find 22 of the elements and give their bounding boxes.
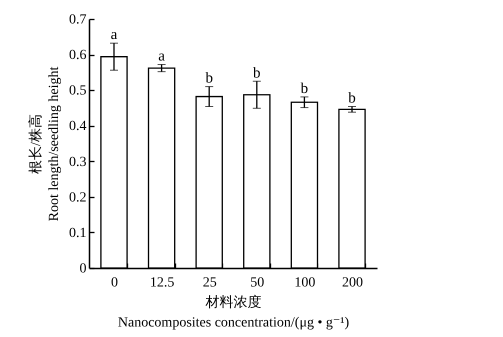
- x-axis-title: 材料浓度 Nanocomposites concentration/(μg • g⁻¹): [118, 294, 350, 330]
- x-tick-label: 25: [202, 276, 217, 290]
- y-tick-label: 0.7: [69, 12, 86, 28]
- y-tick-label: 0.2: [69, 190, 86, 206]
- y-tick-label: 0.6: [69, 48, 86, 64]
- annotation: a: [110, 27, 118, 44]
- x-tick-label: 12.5: [150, 276, 174, 290]
- y-tick-label: 0.1: [69, 226, 86, 241]
- y-tick-label: 0.3: [69, 154, 86, 170]
- x-tick-label: 50: [250, 276, 264, 290]
- annotation: b: [348, 90, 356, 107]
- x-tick-label: 100: [294, 276, 316, 290]
- annotation: a: [158, 48, 166, 65]
- annotation: b: [253, 65, 261, 82]
- x-tick-label: 200: [342, 276, 364, 290]
- annotation: b: [300, 80, 308, 97]
- y-tick-label: 0: [80, 262, 86, 276]
- y-tick-label: 0.4: [69, 119, 86, 134]
- annotation: b: [205, 70, 213, 87]
- y-axis-title: 根长/株高 Root length/seedling height: [28, 66, 62, 222]
- x-tick-label: 0: [110, 276, 118, 290]
- y-tick-label: 0.5: [69, 84, 86, 99]
